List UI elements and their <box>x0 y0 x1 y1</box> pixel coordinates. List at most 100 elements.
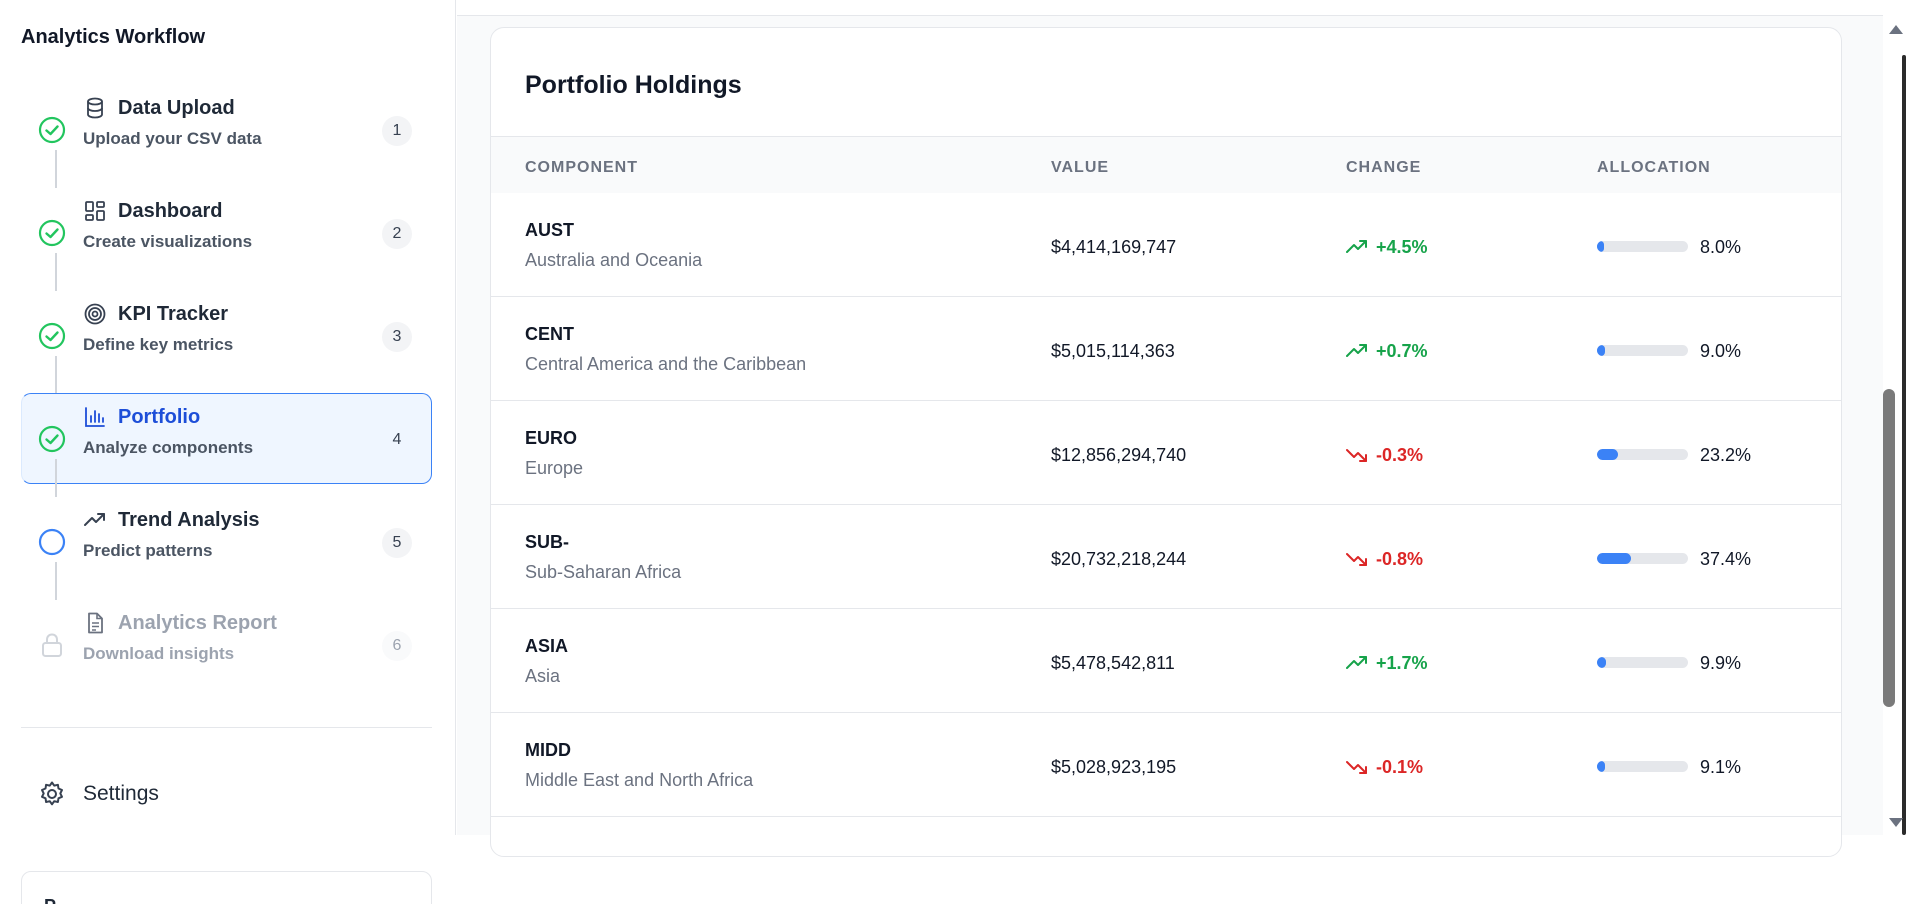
component-code: ASIA <box>525 636 569 656</box>
bottom-card-text: P <box>44 896 56 904</box>
step-description: Create visualizations <box>83 232 253 251</box>
allocation-bar <box>1597 345 1688 356</box>
step-connector <box>55 562 57 600</box>
check-circle-icon <box>38 425 66 453</box>
table-body: AUST Australia and Oceania $4,414,169,74… <box>491 193 1841 817</box>
step-description: Define key metrics <box>83 335 234 354</box>
component-region: Middle East and North Africa <box>525 770 754 790</box>
component-region: Europe <box>525 458 584 478</box>
allocation-bar <box>1597 241 1688 252</box>
trend-up-icon <box>1346 344 1367 357</box>
bar-chart-icon <box>85 407 105 427</box>
dashboard-icon <box>85 201 105 221</box>
step-connector <box>55 150 57 188</box>
table-row[interactable]: SUB- Sub-Saharan Africa $20,732,218,244 … <box>491 505 1841 609</box>
step-analytics-report: Analytics Report Download insights 6 <box>21 599 432 702</box>
change-value: +0.7% <box>1376 341 1428 361</box>
sidebar-title: Analytics Workflow <box>21 26 206 48</box>
trend-down-icon <box>1346 553 1367 566</box>
component-value: $5,478,542,811 <box>1051 653 1175 673</box>
trend-up-icon <box>84 513 105 526</box>
change-value: -0.1% <box>1376 757 1424 777</box>
change-value: +1.7% <box>1376 653 1428 673</box>
scroll-up-arrow-icon[interactable] <box>1889 25 1903 34</box>
allocation-bar-fill <box>1597 761 1606 772</box>
target-icon <box>84 303 106 325</box>
step-portfolio[interactable]: Portfolio Analyze components 4 <box>21 393 432 497</box>
trend-down-icon <box>1346 761 1367 774</box>
component-value: $20,732,218,244 <box>1051 549 1187 569</box>
allocation-percent: 9.1% <box>1700 757 1742 777</box>
card-title: Portfolio Holdings <box>525 71 742 99</box>
step-label: Dashboard <box>118 200 223 222</box>
scrollbar-thumb[interactable] <box>1883 389 1895 707</box>
component-code: CENT <box>525 324 574 344</box>
allocation-bar-fill <box>1597 241 1605 252</box>
check-circle-icon <box>38 322 66 350</box>
gear-icon <box>41 781 63 806</box>
step-label: Portfolio <box>118 406 201 428</box>
database-icon <box>87 97 103 119</box>
step-number-badge: 4 <box>392 431 402 448</box>
step-kpi-tracker[interactable]: KPI Tracker Define key metrics 3 <box>21 290 432 394</box>
main-content: Portfolio Holdings COMPONENT VALUE CHANG… <box>457 0 1883 857</box>
table-row[interactable]: ASIA Asia $5,478,542,811 +1.7% 9.9% <box>491 609 1841 713</box>
step-dashboard[interactable]: Dashboard Create visualizations 2 <box>21 187 432 291</box>
component-region: Australia and Oceania <box>525 250 703 270</box>
component-region: Sub-Saharan Africa <box>525 562 682 582</box>
allocation-percent: 9.9% <box>1700 653 1742 673</box>
step-label: KPI Tracker <box>118 303 229 325</box>
scroll-down-arrow-icon[interactable] <box>1889 818 1903 827</box>
table-row[interactable]: MIDD Middle East and North Africa $5,028… <box>491 713 1841 817</box>
step-number-badge: 1 <box>382 116 412 146</box>
table-row[interactable]: AUST Australia and Oceania $4,414,169,74… <box>491 193 1841 297</box>
settings-label: Settings <box>83 782 159 805</box>
allocation-bar <box>1597 553 1688 564</box>
column-header-allocation: ALLOCATION <box>1597 159 1711 176</box>
allocation-bar-fill <box>1597 449 1619 460</box>
step-number-badge: 2 <box>382 219 412 249</box>
allocation-bar-fill <box>1597 345 1606 356</box>
change-value: -0.3% <box>1376 445 1424 465</box>
header-divider <box>457 15 1883 16</box>
table-header: COMPONENT VALUE CHANGE ALLOCATION <box>491 136 1841 193</box>
component-region: Asia <box>525 666 561 686</box>
settings-button[interactable]: Settings <box>21 776 221 812</box>
trend-up-icon <box>1346 656 1367 669</box>
top-header-strip <box>457 0 1883 15</box>
component-value: $5,028,923,195 <box>1051 757 1177 777</box>
step-connector <box>55 356 57 394</box>
scrollbar-edge <box>1902 55 1906 835</box>
allocation-percent: 9.0% <box>1700 341 1742 361</box>
trend-up-icon <box>1346 240 1367 253</box>
allocation-bar-fill <box>1597 553 1632 564</box>
allocation-percent: 8.0% <box>1700 237 1742 257</box>
component-value: $12,856,294,740 <box>1051 445 1187 465</box>
component-value: $5,015,114,363 <box>1051 341 1175 361</box>
step-trend-analysis[interactable]: Trend Analysis Predict patterns 5 <box>21 496 432 600</box>
sidebar-divider <box>21 727 432 728</box>
step-label: Data Upload <box>118 97 235 119</box>
table-row[interactable]: CENT Central America and the Caribbean $… <box>491 297 1841 401</box>
step-row[interactable] <box>21 393 432 484</box>
table-row[interactable]: EURO Europe $12,856,294,740 -0.3% 23.2% <box>491 401 1841 505</box>
step-description: Upload your CSV data <box>83 129 262 148</box>
lock-icon <box>42 633 62 657</box>
component-value: $4,414,169,747 <box>1051 237 1177 257</box>
workflow-sidebar: Analytics Workflow Data Upload Upload yo… <box>0 0 456 835</box>
workflow-steps: Data Upload Upload your CSV data 1 Dashb… <box>21 84 432 702</box>
step-number-badge: 5 <box>382 528 412 558</box>
trend-down-icon <box>1346 449 1367 462</box>
allocation-percent: 37.4% <box>1700 549 1752 569</box>
step-connector <box>55 253 57 291</box>
column-header-component: COMPONENT <box>525 159 638 176</box>
step-label: Analytics Report <box>118 612 277 634</box>
portfolio-holdings-card: Portfolio Holdings COMPONENT VALUE CHANG… <box>490 27 1842 857</box>
step-data-upload[interactable]: Data Upload Upload your CSV data 1 <box>21 84 432 188</box>
component-code: MIDD <box>525 740 571 760</box>
change-value: +4.5% <box>1376 237 1428 257</box>
step-number-badge: 3 <box>382 322 412 352</box>
component-code: SUB- <box>525 532 569 552</box>
vertical-scrollbar[interactable] <box>1883 15 1909 835</box>
step-connector <box>55 459 57 497</box>
